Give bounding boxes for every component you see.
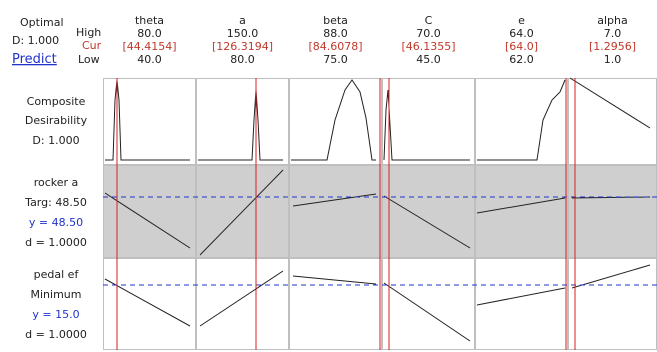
factor-beta-low: 75.0 xyxy=(323,53,348,66)
factor-theta-cur: [44.4154] xyxy=(122,40,176,53)
panel-alpha-r0 xyxy=(568,78,657,165)
rocker-target: Targ: 48.50 xyxy=(24,196,87,209)
rocker-curve-C xyxy=(383,195,471,249)
pedal-curve-beta xyxy=(292,275,377,285)
panel-e-r2 xyxy=(475,258,568,350)
pedal-label: pedal ef xyxy=(34,268,80,281)
panel-C-r2 xyxy=(382,258,475,350)
factor-a-high: 150.0 xyxy=(227,27,259,40)
factor-e-low: 62.0 xyxy=(509,53,534,66)
pedal-curve-theta xyxy=(104,278,191,327)
factor-e-cur: [64.0] xyxy=(505,40,538,53)
rocker-curve-theta xyxy=(104,192,191,249)
pedal-y: y = 15.0 xyxy=(32,308,79,321)
high-label: High xyxy=(76,26,101,39)
factor-a-cur: [126.3194] xyxy=(212,40,273,53)
rocker-d: d = 1.0000 xyxy=(25,236,87,249)
pedal-curve-C xyxy=(383,282,471,342)
composite-curve-beta xyxy=(291,79,376,161)
composite-curve-theta xyxy=(105,79,190,161)
panel-C-r1 xyxy=(382,165,475,258)
pedal-curve-alpha xyxy=(571,264,651,289)
composite-curve-a xyxy=(198,89,283,161)
factor-C-low: 45.0 xyxy=(416,53,441,66)
predict-link[interactable]: Predict xyxy=(12,52,57,67)
composite-label-line1: Composite xyxy=(27,95,86,108)
factor-alpha-low: 1.0 xyxy=(604,53,622,66)
factor-C-high: 70.0 xyxy=(416,27,441,40)
panel-a-r2 xyxy=(196,258,289,350)
panel-beta-r2 xyxy=(289,258,382,350)
factor-e-high: 64.0 xyxy=(509,27,534,40)
panel-e-r0 xyxy=(475,78,568,165)
factor-a-name: a xyxy=(239,14,246,27)
d-value: D: 1.000 xyxy=(12,34,59,47)
low-label: Low xyxy=(78,53,100,66)
rocker-curve-a xyxy=(199,169,284,256)
panel-beta-r0 xyxy=(289,78,382,165)
panel-C-r0 xyxy=(382,78,475,165)
cur-label: Cur xyxy=(82,39,102,52)
rocker-label: rocker a xyxy=(34,176,79,189)
factor-e-name: e xyxy=(518,14,525,27)
panel-grid xyxy=(103,77,657,350)
panel-alpha-r2 xyxy=(568,258,657,350)
factor-alpha-high: 7.0 xyxy=(604,27,622,40)
factor-alpha-name: alpha xyxy=(597,14,628,27)
panel-e-r1 xyxy=(475,165,568,258)
panel-theta-r0 xyxy=(103,78,196,165)
panel-a-r0 xyxy=(196,78,289,165)
pedal-goal: Minimum xyxy=(31,288,82,301)
pedal-d: d = 1.0000 xyxy=(25,328,87,341)
composite-label-line2: Desirability xyxy=(25,114,88,127)
panel-theta-r2 xyxy=(103,258,196,350)
composite-curve-e xyxy=(477,79,566,161)
optimal-label: Optimal xyxy=(20,16,64,29)
rocker-y: y = 48.50 xyxy=(29,216,83,229)
panel-theta-r1 xyxy=(103,165,196,258)
factor-theta-high: 80.0 xyxy=(137,27,162,40)
factor-theta-low: 40.0 xyxy=(137,53,162,66)
factor-C-cur: [46.1355] xyxy=(401,40,455,53)
composite-label-line3: D: 1.000 xyxy=(32,134,79,147)
panel-beta-r1 xyxy=(289,165,382,258)
factor-beta-name: beta xyxy=(323,14,348,27)
factor-theta-name: theta xyxy=(135,14,164,27)
factor-beta-high: 88.0 xyxy=(323,27,348,40)
composite-curve-alpha xyxy=(569,77,651,129)
factor-C-name: C xyxy=(425,14,433,27)
factor-beta-cur: [84.6078] xyxy=(308,40,362,53)
panel-a-r1 xyxy=(196,165,289,258)
pedal-curve-e xyxy=(476,287,566,306)
factor-alpha-cur: [1.2956] xyxy=(589,40,636,53)
composite-curve-C xyxy=(383,89,470,161)
rocker-curve-e xyxy=(476,197,566,214)
rocker-curve-beta xyxy=(292,193,377,207)
factor-a-low: 80.0 xyxy=(230,53,255,66)
pedal-curve-a xyxy=(199,270,284,327)
